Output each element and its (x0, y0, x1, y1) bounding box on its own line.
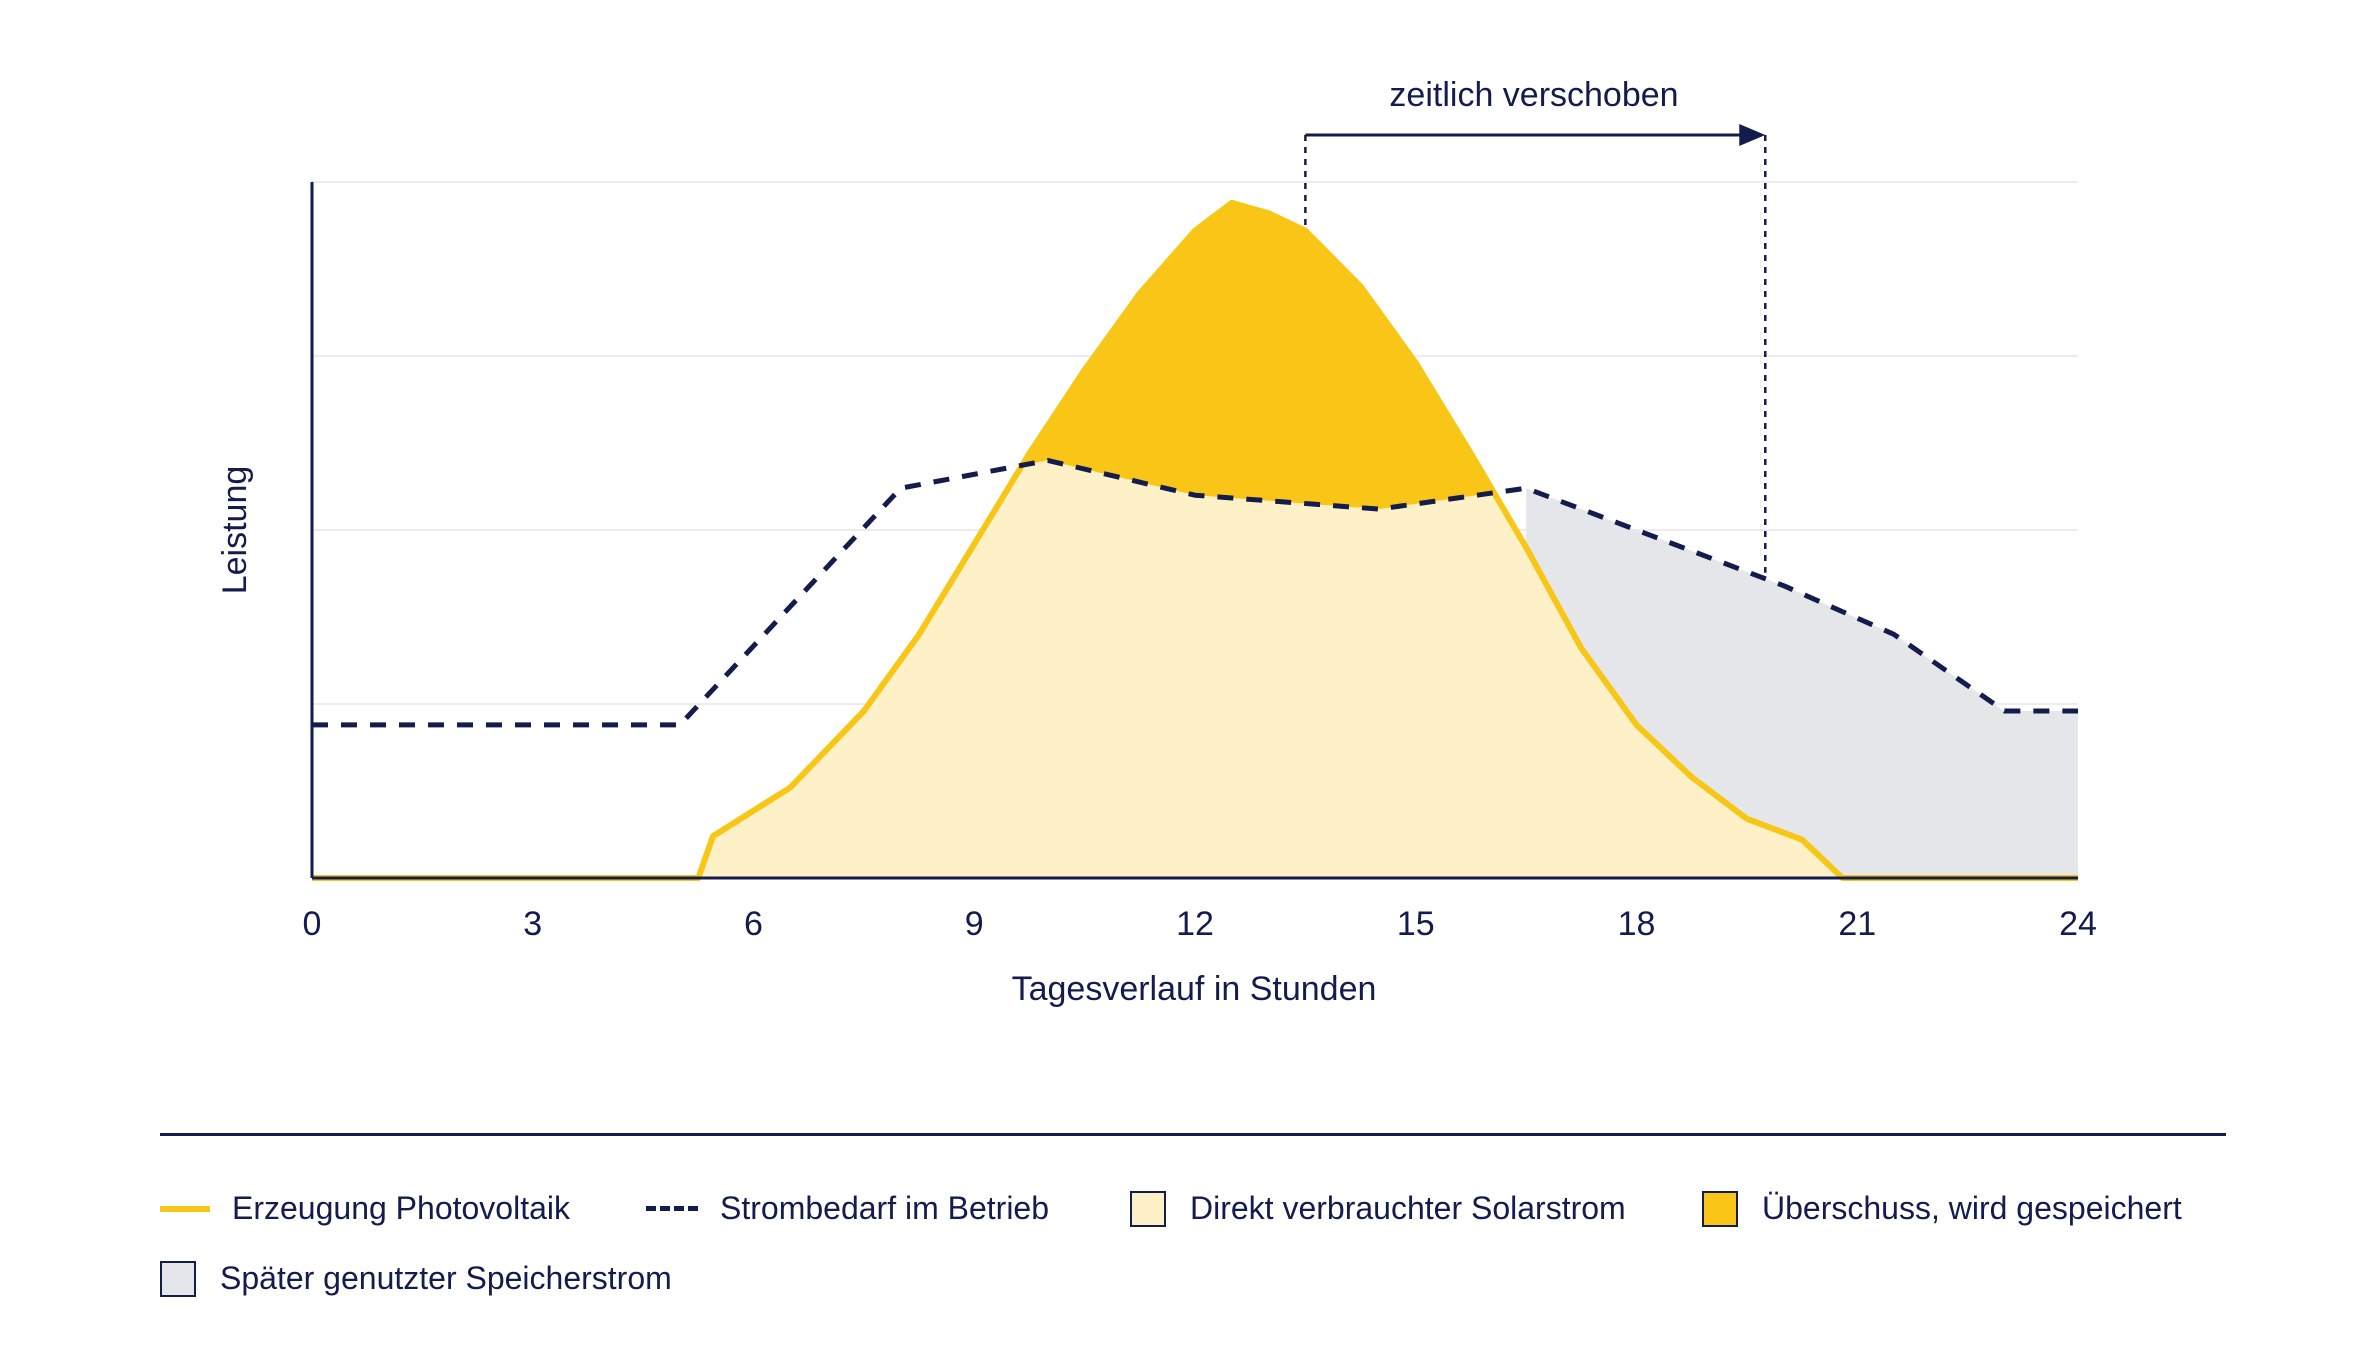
box-swatch-icon (1702, 1190, 1738, 1227)
x-tick-label: 24 (2059, 905, 2097, 943)
legend-label: Später genutzter Speicherstrom (220, 1260, 672, 1296)
x-tick-label: 3 (523, 905, 542, 943)
chart-lines (312, 199, 2078, 881)
legend-item-direct: Direkt verbrauchter Solarstrom (1130, 1190, 1626, 1227)
legend-item-demand: Strombedarf im Betrieb (646, 1190, 1049, 1227)
legend-label: Erzeugung Photovoltaik (232, 1190, 570, 1226)
x-tick-label: 12 (1176, 905, 1214, 943)
y-axis-label: Leistung (216, 466, 254, 595)
area-storage (1526, 488, 2078, 878)
dashed-line-swatch-icon (646, 1206, 698, 1211)
box-swatch-icon (160, 1260, 196, 1297)
x-tick-labels: 0 3 6 9 12 15 18 21 24 (303, 905, 2097, 943)
chart-areas (312, 202, 2078, 878)
demand-line (312, 457, 2078, 728)
x-tick-label: 9 (965, 905, 984, 943)
legend-label: Direkt verbrauchter Solarstrom (1190, 1190, 1626, 1226)
solid-line-swatch-icon (160, 1205, 210, 1212)
area-surplus (974, 202, 1600, 517)
legend-label: Strombedarf im Betrieb (720, 1190, 1050, 1226)
legend-item-surplus: Überschuss, wird gespeichert (1702, 1190, 2182, 1227)
annotation-text: zeitlich verschoben (1389, 76, 1678, 114)
legend-item-storage: Später genutzter Speicherstrom (160, 1260, 672, 1297)
pv-line (312, 199, 2078, 881)
x-tick-label: 15 (1397, 905, 1435, 943)
chart-axes (310, 182, 2078, 880)
x-tick-label: 18 (1618, 905, 1656, 943)
legend-item-pv: Erzeugung Photovoltaik (160, 1190, 570, 1227)
box-swatch-icon (1130, 1190, 1166, 1227)
legend-label: Überschuss, wird gespeichert (1762, 1190, 2182, 1226)
x-tick-label: 6 (744, 905, 763, 943)
x-axis-label: Tagesverlauf in Stunden (1012, 970, 1377, 1008)
legend-divider (160, 1133, 2226, 1136)
arrow-head-icon (1739, 124, 1766, 146)
x-tick-label: 21 (1838, 905, 1876, 943)
shift-annotation: zeitlich verschoben (1304, 76, 1767, 573)
area-direct (312, 460, 2078, 878)
x-tick-label: 0 (303, 905, 322, 943)
